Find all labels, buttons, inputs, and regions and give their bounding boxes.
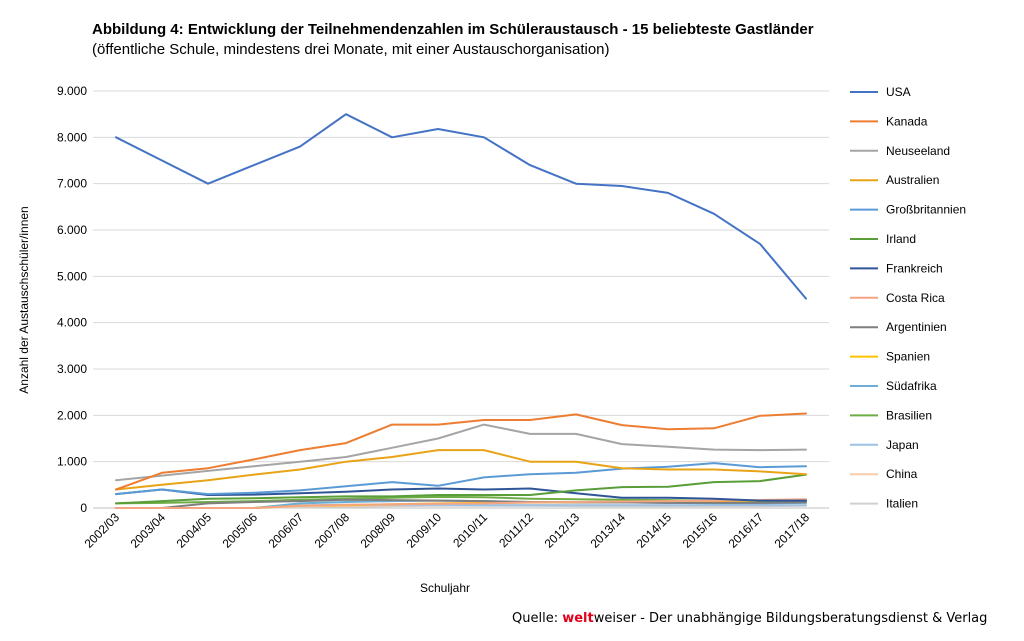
legend: USA Kanada Neuseeland Australien Großbritann… — [850, 85, 966, 511]
series-line-kanada — [115, 412, 807, 491]
legend-label: USA — [886, 85, 911, 99]
y-tick-label: 2.000 — [57, 408, 87, 422]
series-line-usa — [115, 113, 807, 300]
legend-label: Irland — [886, 232, 916, 246]
legend-label: Spanien — [886, 350, 930, 364]
legend-label: China — [886, 467, 918, 481]
x-tick-label: 2017/18 — [772, 510, 813, 551]
legend-label: Frankreich — [886, 261, 943, 275]
x-tick-label: 2004/05 — [174, 510, 215, 551]
x-tick-label: 2015/16 — [680, 510, 721, 551]
series-line-costa-rica — [115, 498, 807, 509]
legend-label: Großbritannien — [886, 203, 966, 217]
x-tick-label: 2010/11 — [450, 510, 490, 550]
y-tick-label: 8.000 — [57, 130, 87, 144]
x-tick-label: 2007/08 — [312, 510, 353, 551]
x-tick-label: 2016/17 — [726, 510, 767, 551]
gridlines — [93, 90, 829, 509]
y-tick-label: 1.000 — [57, 455, 87, 469]
y-tick-label: 7.000 — [57, 177, 87, 191]
series-line-australien — [115, 449, 807, 491]
y-tick-label: 6.000 — [57, 223, 87, 237]
source-prefix: Quelle: — [512, 611, 563, 626]
x-tick-label: 2014/15 — [634, 510, 675, 551]
x-tick-label: 2006/07 — [266, 510, 307, 551]
x-tick-labels: 2002/03 2003/04 2004/05 2005/06 2006/07 2007/… — [82, 510, 813, 551]
legend-label: Brasilien — [886, 408, 932, 422]
x-tick-label: 2008/09 — [358, 510, 399, 551]
legend-label: Neuseeland — [886, 144, 950, 158]
y-tick-label: 9.000 — [57, 84, 87, 98]
legend-label: Südafrika — [886, 379, 937, 393]
x-tick-label: 2011/12 — [496, 510, 536, 550]
y-tick-label: 0 — [80, 501, 87, 515]
y-tick-labels: 0 1.000 2.000 3.000 4.000 5.000 6.000 7.000 8.00… — [57, 84, 87, 515]
legend-label: Costa Rica — [886, 291, 945, 305]
x-axis-label: Schuljahr — [420, 581, 470, 595]
legend-label: Kanada — [886, 114, 928, 128]
source-rest: weiser - Der unabhängige Bildungsberatun… — [593, 611, 988, 626]
x-tick-label: 2005/06 — [220, 510, 261, 551]
x-tick-label: 2013/14 — [588, 510, 629, 551]
series-line-argentinien — [115, 498, 807, 509]
legend-label: Argentinien — [886, 320, 947, 334]
x-tick-label: 2012/13 — [542, 510, 583, 551]
series-line-neuseeland — [115, 423, 807, 482]
legend-label: Italien — [886, 497, 918, 511]
source-brand: welt — [562, 611, 594, 626]
series-line-gro-britannien — [115, 462, 807, 496]
legend-label: Japan — [886, 438, 919, 452]
y-axis-label: Anzahl der Austauschschüler/innen — [17, 206, 31, 393]
y-tick-label: 5.000 — [57, 269, 87, 283]
chart-subtitle: (öffentliche Schule, mindestens drei Mon… — [92, 41, 610, 58]
y-tick-label: 4.000 — [57, 316, 87, 330]
series-line-frankreich — [115, 487, 807, 502]
series-line-irland — [115, 473, 807, 505]
x-tick-label: 2003/04 — [128, 510, 169, 551]
x-tick-label: 2002/03 — [82, 510, 123, 551]
legend-label: Australien — [886, 173, 939, 187]
source-note: Quelle: weltweiser - Der unabhängige Bil… — [512, 611, 987, 626]
y-tick-label: 3.000 — [57, 362, 87, 376]
chart-title: Abbildung 4: Entwicklung der Teilnehmend… — [92, 21, 814, 38]
x-tick-label: 2009/10 — [404, 510, 445, 551]
series-lines — [115, 113, 807, 509]
